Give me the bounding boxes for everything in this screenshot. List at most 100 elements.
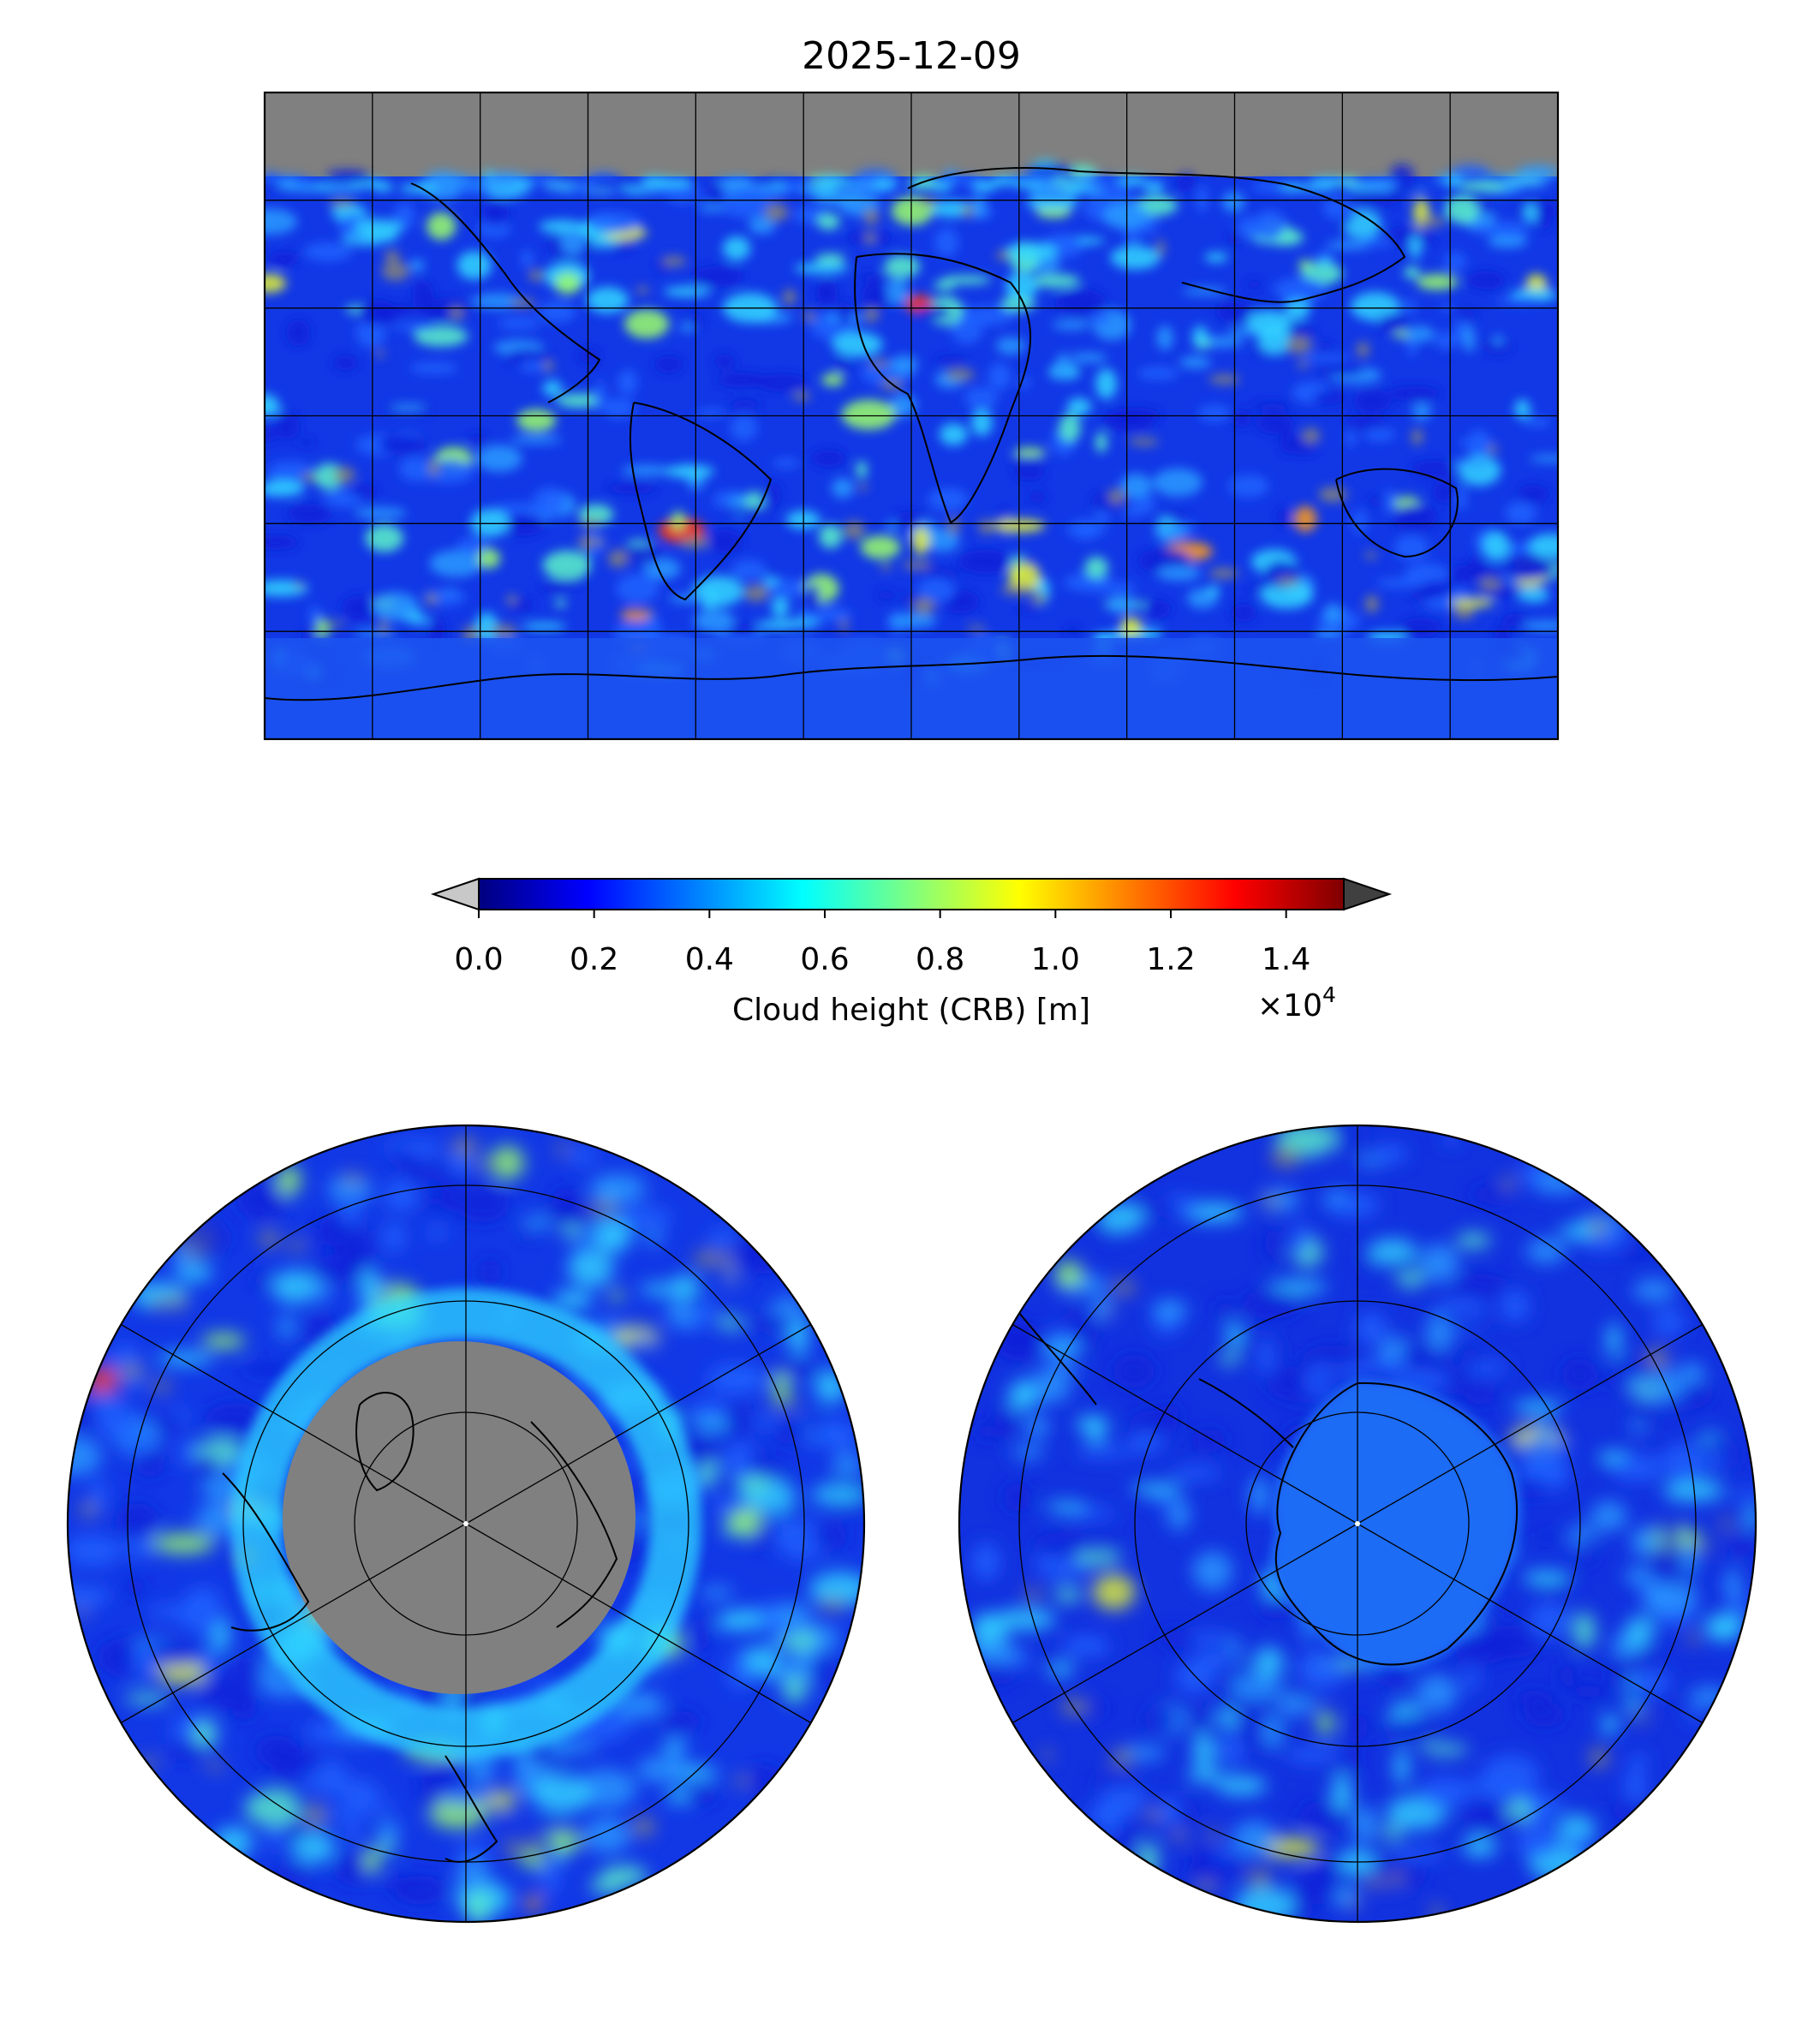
cloud-patch xyxy=(1501,1290,1531,1322)
cloud-patch xyxy=(679,323,696,332)
cloud-patch xyxy=(620,609,651,621)
cloud-patch xyxy=(1501,613,1529,627)
cloud-patch xyxy=(912,527,930,555)
missing-data-patch xyxy=(1389,1872,1403,1886)
cloud-patch xyxy=(1625,1615,1654,1649)
cloud-patch xyxy=(809,1650,836,1687)
cloud-patch xyxy=(639,1282,691,1296)
missing-data-patch xyxy=(632,1817,655,1836)
cloud-patch xyxy=(520,1851,545,1869)
cloud-patch xyxy=(928,487,969,511)
cloud-patch xyxy=(838,300,851,325)
missing-data-patch xyxy=(1693,1541,1713,1549)
cloud-patch xyxy=(1607,1322,1621,1358)
multiplier-base: ×10 xyxy=(1257,988,1322,1023)
missing-data-patch xyxy=(1113,1280,1136,1296)
missing-data-patch xyxy=(77,1606,87,1617)
missing-data-patch xyxy=(426,593,438,606)
cloud-patch xyxy=(643,558,681,580)
colorbar-tick-label: 0.8 xyxy=(916,942,964,977)
cloud-patch xyxy=(1558,1662,1575,1689)
cloud-patch xyxy=(1064,573,1112,592)
cloud-patch xyxy=(970,195,987,219)
cloud-patch xyxy=(265,480,305,497)
cloud-patch xyxy=(1713,1624,1738,1636)
missing-data-patch xyxy=(504,1840,521,1858)
south-america-coastline xyxy=(629,402,773,601)
cloud-patch xyxy=(1453,1632,1513,1665)
missing-data-patch xyxy=(661,256,686,266)
cloud-patch xyxy=(832,356,851,373)
cloud-patch xyxy=(157,1662,206,1685)
cloud-patch xyxy=(817,176,850,186)
missing-data-patch xyxy=(636,286,649,295)
cloud-patch xyxy=(383,1179,421,1212)
cloud-patch xyxy=(804,582,820,612)
cloud-patch xyxy=(755,620,798,630)
cloud-patch xyxy=(1113,1354,1155,1388)
cloud-patch xyxy=(719,506,775,516)
antarctic-peninsula-coastline xyxy=(1198,1378,1294,1448)
missing-data-patch xyxy=(912,598,935,615)
cloud-patch xyxy=(1156,325,1173,350)
cloud-patch xyxy=(605,482,659,494)
cloud-patch xyxy=(1728,1535,1755,1556)
cloud-patch xyxy=(532,486,566,518)
cloud-patch xyxy=(1095,368,1118,400)
cloud-patch xyxy=(178,1439,195,1466)
cloud-patch xyxy=(730,414,758,442)
cloud-patch xyxy=(1263,1223,1279,1263)
cloud-patch xyxy=(308,605,321,624)
cloud-patch xyxy=(545,1831,583,1850)
cloud-patch xyxy=(1452,458,1490,468)
cloud-patch xyxy=(872,179,897,188)
missing-data-patch xyxy=(962,205,974,218)
cloud-patch xyxy=(1528,534,1558,558)
cloud-patch xyxy=(426,1226,449,1239)
cloud-patch xyxy=(533,1775,592,1814)
cloud-patch xyxy=(471,293,524,310)
cloud-patch xyxy=(933,280,956,290)
cloud-patch xyxy=(819,524,843,549)
cloud-patch xyxy=(1448,1366,1470,1396)
cloud-patch xyxy=(1102,201,1149,230)
eurasia-arctic-coastline xyxy=(530,1421,618,1628)
cloud-patch xyxy=(578,349,600,364)
cloud-patch xyxy=(1011,174,1058,183)
cloud-patch xyxy=(643,1231,664,1245)
missing-data-patch xyxy=(1417,217,1446,227)
cloud-patch xyxy=(309,1256,371,1284)
cloud-patch xyxy=(1404,325,1435,343)
cloud-patch xyxy=(1641,1580,1698,1614)
cloud-patch xyxy=(412,280,434,308)
missing-data-patch xyxy=(379,619,388,636)
cloud-patch xyxy=(662,1741,686,1754)
missing-data-patch xyxy=(323,621,345,627)
cloud-patch xyxy=(1204,252,1228,262)
cloud-patch xyxy=(934,228,959,257)
cloud-patch xyxy=(1319,364,1364,377)
cloud-patch xyxy=(454,182,489,192)
cloud-patch xyxy=(938,175,979,184)
cloud-patch xyxy=(1097,1202,1145,1233)
missing-data-patch xyxy=(1298,361,1309,368)
cloud-patch xyxy=(727,1653,751,1690)
cloud-patch xyxy=(1084,556,1108,579)
cloud-patch xyxy=(1587,1236,1621,1251)
cloud-patch xyxy=(854,273,898,281)
colorbar-tick-label: 0.6 xyxy=(800,942,849,977)
cloud-patch xyxy=(971,1543,1000,1581)
cloud-patch xyxy=(455,1184,510,1223)
missing-data-patch xyxy=(1348,1900,1363,1908)
cloud-patch xyxy=(718,1609,765,1630)
cloud-patch xyxy=(319,1212,349,1242)
cloud-patch xyxy=(1662,1479,1724,1502)
cloud-patch xyxy=(342,595,379,622)
cloud-patch xyxy=(1384,1714,1441,1744)
cloud-patch xyxy=(391,322,435,331)
cloud-patch xyxy=(1466,271,1506,289)
missing-data-patch xyxy=(1589,1747,1608,1769)
cloud-patch xyxy=(1686,1705,1704,1722)
missing-data-patch xyxy=(576,538,606,546)
cloud-patch xyxy=(253,1271,272,1288)
